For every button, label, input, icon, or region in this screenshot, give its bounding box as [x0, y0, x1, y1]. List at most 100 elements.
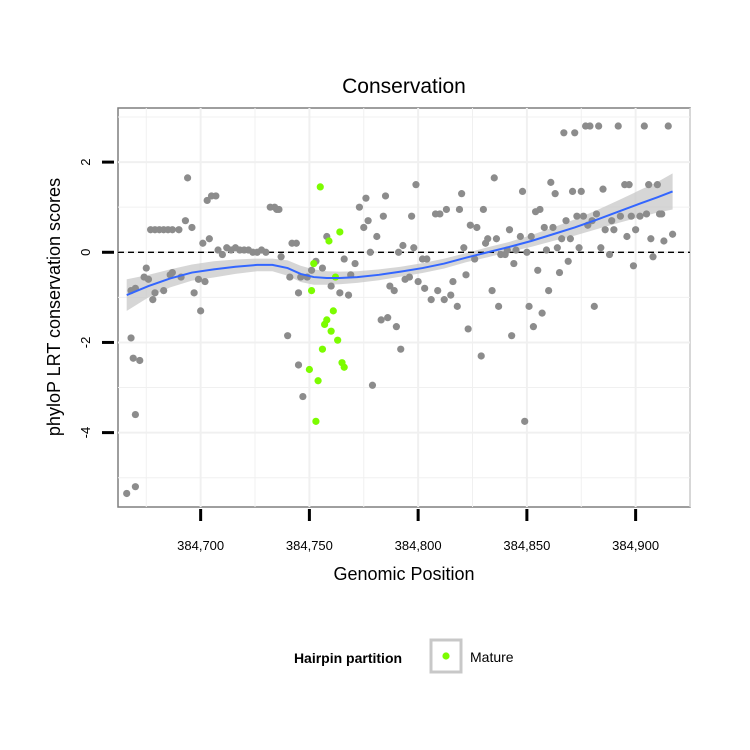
data-point [579, 212, 588, 220]
data-point [610, 226, 618, 234]
data-point [284, 332, 292, 340]
data-point [495, 302, 503, 310]
data-point [412, 181, 420, 189]
data-point [536, 205, 544, 214]
data-point [460, 244, 468, 252]
data-point [434, 286, 442, 295]
data-point [142, 264, 150, 272]
x-tick-label: 384,900 [612, 538, 659, 553]
data-point [658, 210, 666, 218]
data-point [149, 296, 157, 304]
legend: Hairpin partition Mature [294, 638, 514, 674]
data-point [551, 190, 559, 198]
data-point [555, 268, 564, 277]
data-point [571, 129, 579, 137]
data-point [436, 210, 444, 218]
data-point [414, 277, 422, 286]
data-point [629, 262, 638, 270]
data-point [597, 244, 605, 252]
data-point [473, 223, 481, 232]
data-point [510, 259, 518, 268]
data-point [355, 203, 364, 211]
data-point [449, 277, 457, 286]
data-point [203, 196, 211, 205]
data-point [669, 230, 677, 238]
data-point [351, 259, 359, 268]
data-point [645, 181, 653, 189]
data-point [151, 289, 159, 297]
data-point-mature [312, 417, 320, 425]
x-axis: 384,700 384,750 384,800 384,850 384,900 [177, 509, 659, 553]
data-point [394, 248, 403, 256]
y-tick-label: 0 [78, 249, 93, 256]
data-point [512, 246, 520, 254]
y-tick-label: -4 [78, 427, 93, 439]
data-point [408, 212, 416, 220]
data-point [642, 210, 651, 218]
data-point [442, 205, 451, 214]
data-point [534, 266, 542, 274]
data-point [362, 194, 370, 202]
data-point [360, 223, 368, 232]
data-point [123, 489, 131, 498]
data-point-mature [316, 183, 324, 191]
data-point [262, 248, 270, 256]
data-point [188, 223, 196, 232]
data-point [636, 212, 644, 220]
data-point [440, 296, 448, 304]
data-point [373, 232, 381, 241]
x-tick-label: 384,700 [177, 538, 224, 553]
x-axis-title: Genomic Position [333, 564, 474, 584]
data-point [423, 255, 431, 263]
data-point [627, 212, 635, 220]
smooth-trend-line [126, 190, 673, 297]
data-point [277, 253, 285, 261]
data-point [384, 314, 392, 322]
data-point [427, 296, 435, 304]
data-point [605, 250, 614, 259]
data-point [660, 237, 668, 245]
data-point [368, 381, 377, 389]
data-point [199, 239, 207, 247]
data-point [405, 273, 414, 281]
legend-title: Hairpin partition [294, 650, 402, 666]
data-point [464, 325, 472, 333]
data-point [307, 266, 316, 274]
x-tick-label: 384,800 [395, 538, 442, 553]
data-point [523, 248, 531, 256]
data-point [397, 345, 405, 353]
data-point [205, 235, 213, 243]
data-point [649, 253, 657, 261]
data-point [575, 244, 583, 252]
points-mature [305, 183, 348, 425]
plot-panel [117, 107, 691, 508]
data-point [640, 122, 648, 130]
data-point [386, 282, 394, 290]
data-point [292, 239, 300, 247]
data-point [540, 223, 548, 232]
data-point-mature [329, 307, 337, 315]
data-point [294, 289, 303, 297]
data-point [616, 212, 625, 220]
data-point [410, 244, 418, 252]
data-point [160, 286, 168, 295]
data-point [340, 255, 348, 263]
data-point [568, 187, 577, 196]
data-point [664, 122, 672, 130]
legend-label-mature: Mature [470, 649, 514, 665]
data-point [547, 178, 555, 186]
data-point [201, 277, 209, 286]
data-point [212, 192, 220, 200]
data-point [538, 309, 546, 317]
data-point [608, 217, 616, 225]
data-point-mature [334, 336, 342, 344]
data-point [190, 289, 198, 297]
data-point [484, 235, 492, 243]
data-point [318, 264, 327, 272]
y-axis: -4 -2 0 2 [78, 158, 114, 438]
x-tick-label: 384,850 [503, 538, 550, 553]
data-point [127, 334, 135, 342]
data-point [623, 232, 631, 241]
data-point-mature [307, 286, 316, 295]
data-point [197, 307, 205, 315]
